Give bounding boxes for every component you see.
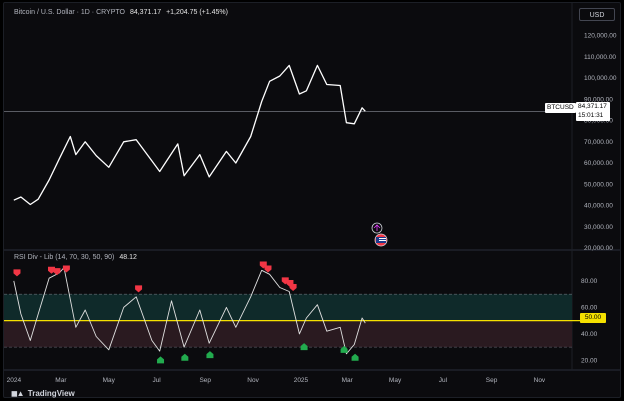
rsi-upper-band bbox=[4, 294, 572, 321]
indicator-title: RSI Div - Lib (14, 70, 30, 50, 90) bbox=[14, 254, 115, 261]
bearish-divergence-marker bbox=[289, 283, 297, 291]
rsi-tick-label: 40.00 bbox=[581, 331, 598, 338]
price-tick-label: 60,000.00 bbox=[584, 160, 613, 167]
header-last-price: 84,371.17 bbox=[129, 9, 162, 16]
rsi-line bbox=[13, 267, 366, 355]
indicator-header: RSI Div - Lib (14, 70, 30, 50, 90) 48.12 bbox=[14, 254, 137, 261]
tradingview-logo-icon: ◼▲ bbox=[11, 389, 25, 398]
chart-panel[interactable]: Bitcoin / U.S. Dollar · 1D · CRYPTO 84,3… bbox=[3, 2, 621, 398]
time-axis-label: Nov bbox=[247, 377, 259, 384]
time-axis-label: Sep bbox=[199, 377, 211, 384]
time-axis-label: Nov bbox=[534, 377, 546, 384]
bullish-divergence-marker bbox=[340, 345, 348, 353]
rsi-tick-label: 80.00 bbox=[581, 278, 598, 285]
currency-button[interactable]: USD bbox=[579, 8, 615, 21]
bullish-divergence-marker bbox=[157, 356, 165, 364]
price-line bbox=[13, 64, 366, 206]
time-axis-label: Jul bbox=[439, 377, 448, 384]
price-tick-label: 120,000.00 bbox=[584, 33, 617, 40]
bullish-divergence-marker bbox=[181, 353, 189, 361]
price-tick-label: 40,000.00 bbox=[584, 203, 613, 210]
symbol-header: Bitcoin / U.S. Dollar · 1D · CRYPTO 84,3… bbox=[14, 9, 228, 16]
time-axis-label: 2025 bbox=[294, 377, 309, 384]
symbol-title: Bitcoin / U.S. Dollar · 1D · CRYPTO bbox=[14, 9, 125, 16]
bearish-divergence-marker bbox=[47, 266, 55, 274]
price-tick-label: 70,000.00 bbox=[584, 139, 613, 146]
price-tick-label: 100,000.00 bbox=[584, 75, 617, 82]
time-axis-label: Mar bbox=[342, 377, 354, 384]
symbol-price-tag: BTCUSD bbox=[545, 103, 576, 113]
price-tick-label: 90,000.00 bbox=[584, 96, 613, 103]
chart-canvas[interactable]: 120,000.00110,000.00100,000.0090,000.008… bbox=[4, 3, 620, 397]
rsi-axis: 80.00 60.00 40.00 20.00 bbox=[581, 278, 598, 364]
time-axis-label: Jul bbox=[152, 377, 161, 384]
bullish-divergence-marker bbox=[300, 343, 308, 351]
time-axis-label: May bbox=[389, 377, 402, 384]
rsi-tick-label: 20.00 bbox=[581, 357, 598, 364]
last-price-box: 84,371.17 15:01:31 bbox=[576, 102, 610, 121]
price-tick-label: 80,000.00 bbox=[584, 118, 613, 125]
rsi-tick-label: 60.00 bbox=[581, 304, 598, 311]
bullish-divergence-marker bbox=[351, 353, 359, 361]
bearish-divergence-marker bbox=[53, 268, 61, 276]
price-tick-label: 50,000.00 bbox=[584, 181, 613, 188]
indicator-value: 48.12 bbox=[119, 254, 137, 261]
bearish-divergence-marker bbox=[62, 265, 70, 273]
tradingview-logo-text: TradingView bbox=[27, 389, 75, 398]
rsi-lower-band bbox=[4, 320, 572, 348]
flag-stripes-white bbox=[379, 238, 386, 239]
last-price-value: 84,371.17 bbox=[578, 103, 607, 110]
price-tick-label: 20,000.00 bbox=[584, 245, 613, 252]
divergence-markers bbox=[13, 261, 359, 364]
flag-stripes-white bbox=[379, 240, 386, 241]
event-icon-arrow bbox=[373, 224, 381, 231]
price-tick-label: 110,000.00 bbox=[584, 54, 616, 61]
price-tick-label: 30,000.00 bbox=[584, 224, 613, 231]
time-axis-label: May bbox=[103, 377, 116, 384]
time-axis-label: 2024 bbox=[7, 377, 22, 384]
time-axis-label: Mar bbox=[55, 377, 67, 384]
rsi-bands bbox=[4, 293, 580, 348]
rsi-midline-tag: 50.00 bbox=[580, 313, 606, 323]
bullish-divergence-marker bbox=[206, 351, 214, 359]
bearish-divergence-marker bbox=[13, 269, 21, 277]
tradingview-logo[interactable]: ◼▲ TradingView bbox=[11, 389, 75, 398]
header-change: +1,204.75 (+1.45%) bbox=[166, 9, 228, 16]
bearish-divergence-marker bbox=[135, 285, 143, 293]
time-axis-label: Sep bbox=[486, 377, 498, 384]
event-icons[interactable] bbox=[371, 222, 388, 247]
price-axis: 120,000.00 110,000.00 100,000.00 90,000.00 8… bbox=[584, 33, 617, 252]
bar-countdown: 15:01:31 bbox=[578, 112, 604, 119]
bearish-divergence-marker bbox=[264, 265, 272, 273]
time-axis: 2024 Mar May Jul Sep Nov 2025 Mar May Jul Sep Nov bbox=[7, 377, 546, 384]
